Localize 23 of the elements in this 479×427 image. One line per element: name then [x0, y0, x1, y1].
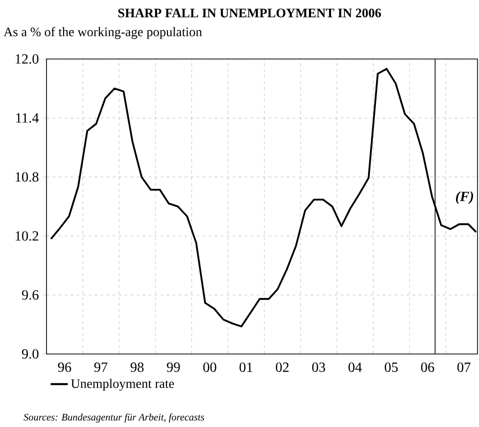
- chart-subtitle: As a % of the working-age population: [4, 27, 202, 39]
- x-tick-label: 96: [58, 362, 72, 372]
- x-tick-label: 99: [166, 362, 180, 372]
- x-tick-label: 97: [94, 362, 108, 372]
- y-tick-label: 11.4: [16, 113, 39, 123]
- x-tick-label: 04: [348, 362, 362, 372]
- x-tick-label: 03: [312, 362, 326, 372]
- y-tick-label: 10.2: [16, 231, 38, 241]
- annotation: (F): [456, 191, 474, 204]
- x-tick-label: 07: [457, 362, 470, 372]
- y-tick-label: 12.0: [16, 54, 38, 64]
- source-note: Sources: Bundesagentur für Arbeit, forecasts: [24, 413, 204, 423]
- chart-title: SHARP FALL IN UNEMPLOYMENT IN 2006: [118, 8, 381, 18]
- x-tick-label: 05: [384, 362, 398, 372]
- x-tick-label: 98: [130, 362, 144, 372]
- y-tick-label: 10.8: [16, 172, 38, 182]
- y-tick-label: 9.6: [22, 290, 39, 300]
- x-tick-label: 02: [276, 362, 289, 372]
- x-tick-label: 00: [203, 362, 216, 372]
- y-tick-label: 9.0: [22, 349, 38, 359]
- legend-label: Unemployment rate: [71, 378, 174, 391]
- x-tick-label: 01: [240, 362, 252, 372]
- x-tick-label: 06: [421, 362, 434, 372]
